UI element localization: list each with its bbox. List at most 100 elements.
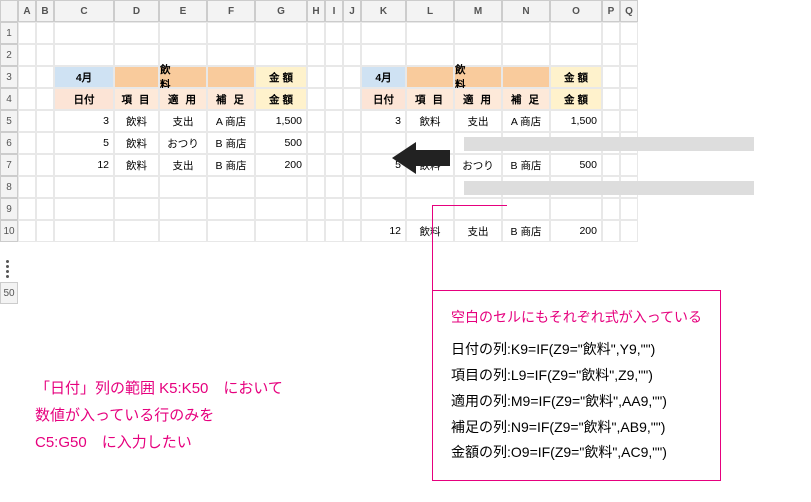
cell-O2[interactable]: [550, 44, 602, 66]
col-header-M[interactable]: M: [454, 0, 502, 22]
cell-M3[interactable]: 飲 料: [454, 66, 502, 88]
cell-C6[interactable]: 5: [54, 132, 114, 154]
cell-H6[interactable]: [307, 132, 325, 154]
cell-A10[interactable]: [18, 220, 36, 242]
cell-P7[interactable]: [602, 154, 620, 176]
cell-G4[interactable]: 金 額: [255, 88, 307, 110]
cell-I7[interactable]: [325, 154, 343, 176]
cell-O1[interactable]: [550, 22, 602, 44]
cell-L3[interactable]: [406, 66, 454, 88]
cell-C1[interactable]: [54, 22, 114, 44]
cell-P10[interactable]: [602, 220, 620, 242]
cell-C9[interactable]: [54, 198, 114, 220]
cell-N9[interactable]: [502, 198, 550, 220]
cell-M1[interactable]: [454, 22, 502, 44]
cell-E5[interactable]: 支出: [159, 110, 207, 132]
col-header-G[interactable]: G: [255, 0, 307, 22]
cell-B4[interactable]: [36, 88, 54, 110]
col-header-C[interactable]: C: [54, 0, 114, 22]
row-header-2[interactable]: 2: [0, 44, 18, 66]
cell-M5[interactable]: 支出: [454, 110, 502, 132]
cell-F1[interactable]: [207, 22, 255, 44]
cell-D6[interactable]: 飲料: [114, 132, 159, 154]
cell-K1[interactable]: [361, 22, 406, 44]
cell-A8[interactable]: [18, 176, 36, 198]
cell-I6[interactable]: [325, 132, 343, 154]
cell-F6[interactable]: B 商店: [207, 132, 255, 154]
cell-N2[interactable]: [502, 44, 550, 66]
row-header-7[interactable]: 7: [0, 154, 18, 176]
cell-F5[interactable]: A 商店: [207, 110, 255, 132]
cell-J9[interactable]: [343, 198, 361, 220]
col-header-H[interactable]: H: [307, 0, 325, 22]
cell-F8[interactable]: [207, 176, 255, 198]
col-header-E[interactable]: E: [159, 0, 207, 22]
cell-A1[interactable]: [18, 22, 36, 44]
row-header-4[interactable]: 4: [0, 88, 18, 110]
col-header-B[interactable]: B: [36, 0, 54, 22]
cell-Q1[interactable]: [620, 22, 638, 44]
cell-K9[interactable]: [361, 198, 406, 220]
cell-M7[interactable]: おつり: [454, 154, 502, 176]
cell-P1[interactable]: [602, 22, 620, 44]
cell-H1[interactable]: [307, 22, 325, 44]
cell-J7[interactable]: [343, 154, 361, 176]
cell-B2[interactable]: [36, 44, 54, 66]
cell-G2[interactable]: [255, 44, 307, 66]
cell-L8[interactable]: [406, 176, 454, 198]
cell-D7[interactable]: 飲料: [114, 154, 159, 176]
cell-Q5[interactable]: [620, 110, 638, 132]
cell-A3[interactable]: [18, 66, 36, 88]
cell-J1[interactable]: [343, 22, 361, 44]
cell-P9[interactable]: [602, 198, 620, 220]
cell-A5[interactable]: [18, 110, 36, 132]
cell-D9[interactable]: [114, 198, 159, 220]
cell-B9[interactable]: [36, 198, 54, 220]
cell-C2[interactable]: [54, 44, 114, 66]
cell-J6[interactable]: [343, 132, 361, 154]
row-header-6[interactable]: 6: [0, 132, 18, 154]
cell-F2[interactable]: [207, 44, 255, 66]
cell-D2[interactable]: [114, 44, 159, 66]
cell-P3[interactable]: [602, 66, 620, 88]
cell-J3[interactable]: [343, 66, 361, 88]
cell-Q10[interactable]: [620, 220, 638, 242]
cell-D5[interactable]: 飲料: [114, 110, 159, 132]
col-header-A[interactable]: A: [18, 0, 36, 22]
cell-O7[interactable]: 500: [550, 154, 602, 176]
cell-F4[interactable]: 補 足: [207, 88, 255, 110]
cell-N4[interactable]: 補 足: [502, 88, 550, 110]
col-header-L[interactable]: L: [406, 0, 454, 22]
col-header-J[interactable]: J: [343, 0, 361, 22]
cell-M4[interactable]: 適 用: [454, 88, 502, 110]
cell-P2[interactable]: [602, 44, 620, 66]
cell-K10[interactable]: 12: [361, 220, 406, 242]
col-header-I[interactable]: I: [325, 0, 343, 22]
cell-A7[interactable]: [18, 154, 36, 176]
cell-B3[interactable]: [36, 66, 54, 88]
cell-D8[interactable]: [114, 176, 159, 198]
cell-D1[interactable]: [114, 22, 159, 44]
cell-B6[interactable]: [36, 132, 54, 154]
cell-Q4[interactable]: [620, 88, 638, 110]
cell-G1[interactable]: [255, 22, 307, 44]
cell-J2[interactable]: [343, 44, 361, 66]
cell-J4[interactable]: [343, 88, 361, 110]
cell-H7[interactable]: [307, 154, 325, 176]
cell-O3[interactable]: 金 額: [550, 66, 602, 88]
cell-E6[interactable]: おつり: [159, 132, 207, 154]
cell-G7[interactable]: 200: [255, 154, 307, 176]
cell-H3[interactable]: [307, 66, 325, 88]
cell-F9[interactable]: [207, 198, 255, 220]
cell-F10[interactable]: [207, 220, 255, 242]
cell-P5[interactable]: [602, 110, 620, 132]
cell-Q3[interactable]: [620, 66, 638, 88]
cell-E9[interactable]: [159, 198, 207, 220]
cell-G8[interactable]: [255, 176, 307, 198]
cell-F3[interactable]: [207, 66, 255, 88]
cell-I5[interactable]: [325, 110, 343, 132]
cell-I8[interactable]: [325, 176, 343, 198]
cell-G10[interactable]: [255, 220, 307, 242]
cell-Q2[interactable]: [620, 44, 638, 66]
cell-O4[interactable]: 金 額: [550, 88, 602, 110]
